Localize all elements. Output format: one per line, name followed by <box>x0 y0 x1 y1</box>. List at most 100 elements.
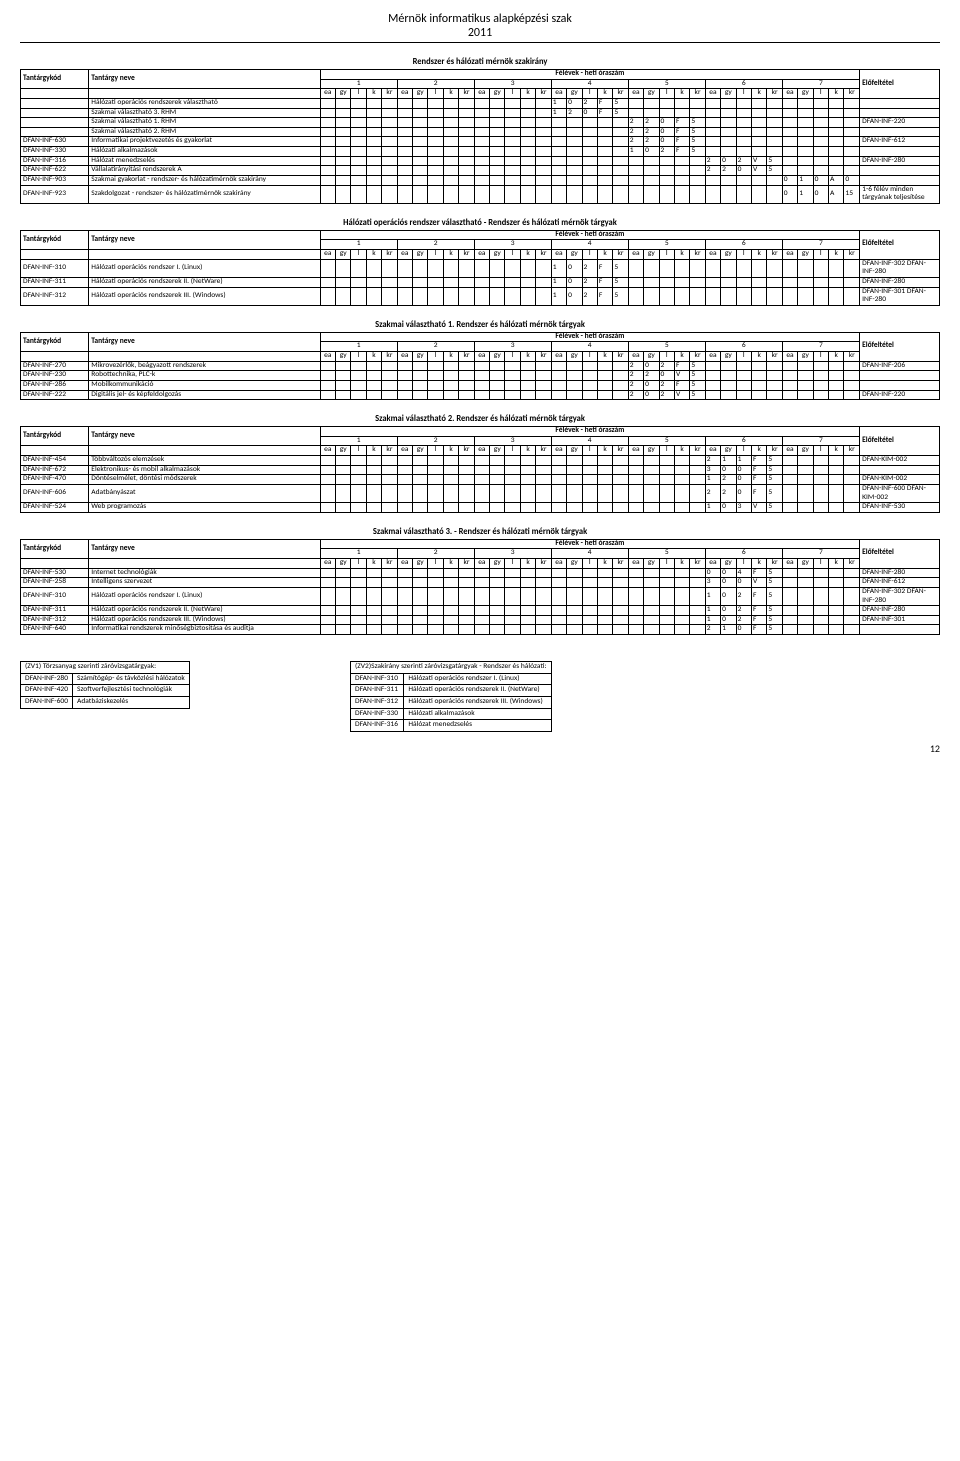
cell-val: 2 <box>705 456 720 466</box>
cell-val <box>413 98 428 108</box>
cell-val <box>844 465 860 475</box>
cell-val <box>536 484 551 502</box>
ck-k: k <box>674 559 689 569</box>
cell-val <box>674 475 689 485</box>
cell-val: 0 <box>813 185 828 203</box>
cell-name: Vállalatirányítási rendszerek A <box>89 166 320 176</box>
ck-kr: kr <box>536 250 551 260</box>
cell-val <box>505 456 520 466</box>
cell-val <box>798 259 813 277</box>
cell-val <box>490 98 505 108</box>
cell-val <box>474 465 489 475</box>
cell-val <box>459 475 474 485</box>
ck-l: l <box>505 352 520 362</box>
cell-val: F <box>674 127 689 137</box>
cell-val <box>320 156 335 166</box>
cell-val <box>474 371 489 381</box>
cell-val <box>798 568 813 578</box>
cell-val <box>705 277 720 287</box>
ck-gy: gy <box>490 89 505 99</box>
cell-val <box>597 587 612 605</box>
page-year: 2011 <box>20 26 940 43</box>
cell-val <box>705 175 720 185</box>
cell-val <box>782 108 797 118</box>
cell-val <box>782 578 797 588</box>
cell-val <box>397 166 412 176</box>
cell-val <box>443 185 458 203</box>
cell-val <box>705 185 720 203</box>
cell-val <box>397 137 412 147</box>
sem-6: 6 <box>705 342 782 352</box>
cell-val <box>520 587 535 605</box>
cell-val <box>567 137 582 147</box>
cell-code: DFAN-INF-258 <box>21 578 89 588</box>
sem-3: 3 <box>474 79 551 89</box>
cell-val <box>767 127 782 137</box>
cell-val <box>567 606 582 616</box>
ck-l: l <box>351 250 366 260</box>
cell-val <box>490 625 505 635</box>
cell-val <box>382 390 397 400</box>
zv2-box: (ZV2)Szakirány szerinti záróvizsgatárgya… <box>350 661 940 732</box>
cell-val <box>782 503 797 513</box>
cell-val <box>644 277 659 287</box>
cell-val: 1 <box>705 615 720 625</box>
cell-val <box>459 380 474 390</box>
cell-val <box>351 371 366 381</box>
cell-val: F <box>674 118 689 128</box>
cell-val <box>613 166 628 176</box>
cell-val <box>829 578 844 588</box>
cell-val <box>428 587 443 605</box>
cell-val <box>613 127 628 137</box>
table-row: DFAN-INF-530Internet technológiák004F5DF… <box>21 568 940 578</box>
cell-val: 5 <box>690 118 705 128</box>
cell-val <box>628 166 643 176</box>
cell-val <box>443 371 458 381</box>
cell-val <box>443 578 458 588</box>
cell-val <box>351 175 366 185</box>
cell-val: 3 <box>705 465 720 475</box>
cell-val <box>798 625 813 635</box>
cell-val <box>366 380 381 390</box>
cell-val <box>813 465 828 475</box>
cell-val <box>428 259 443 277</box>
cell-val <box>597 166 612 176</box>
cell-val: 2 <box>736 606 751 616</box>
ck-kr: kr <box>382 352 397 362</box>
fe-hdr: Félévek - heti óraszám <box>320 539 860 549</box>
cell-code: DFAN-INF-630 <box>21 137 89 147</box>
cell-val <box>428 147 443 157</box>
col-name: Tantárgy neve <box>89 332 320 351</box>
cell-val <box>443 568 458 578</box>
cell-val <box>413 175 428 185</box>
cell-val <box>474 578 489 588</box>
cell-val <box>520 475 535 485</box>
cell-val <box>428 175 443 185</box>
cell-val <box>490 277 505 287</box>
cell-val <box>490 587 505 605</box>
cell-val <box>397 587 412 605</box>
cell-val <box>582 361 597 371</box>
cell-pre: DFAN-INF-600 DFAN-KIM-002 <box>860 484 940 502</box>
cell-val: V <box>751 503 766 513</box>
cell-val <box>474 475 489 485</box>
ck-kr: kr <box>767 446 782 456</box>
cell-val <box>782 484 797 502</box>
cell-val <box>829 361 844 371</box>
cell-val: 3 <box>705 578 720 588</box>
cell-val <box>397 578 412 588</box>
cell-val <box>336 465 351 475</box>
cell-val <box>505 147 520 157</box>
cell-val <box>813 118 828 128</box>
ck-k: k <box>674 89 689 99</box>
cell-val: 2 <box>659 147 674 157</box>
zv-title-row: (ZV1) Törzsanyag szerinti záróvizsgatárg… <box>21 662 190 674</box>
section-title: Szakmai választható 1. Rendszer és hálóz… <box>20 320 940 330</box>
cell-val <box>459 127 474 137</box>
table-row: DFAN-INF-312Hálózati operációs rendszere… <box>21 615 940 625</box>
cell-val <box>474 98 489 108</box>
cell-val <box>751 259 766 277</box>
cell-val <box>813 166 828 176</box>
cell-val <box>844 137 860 147</box>
cell-val <box>736 185 751 203</box>
